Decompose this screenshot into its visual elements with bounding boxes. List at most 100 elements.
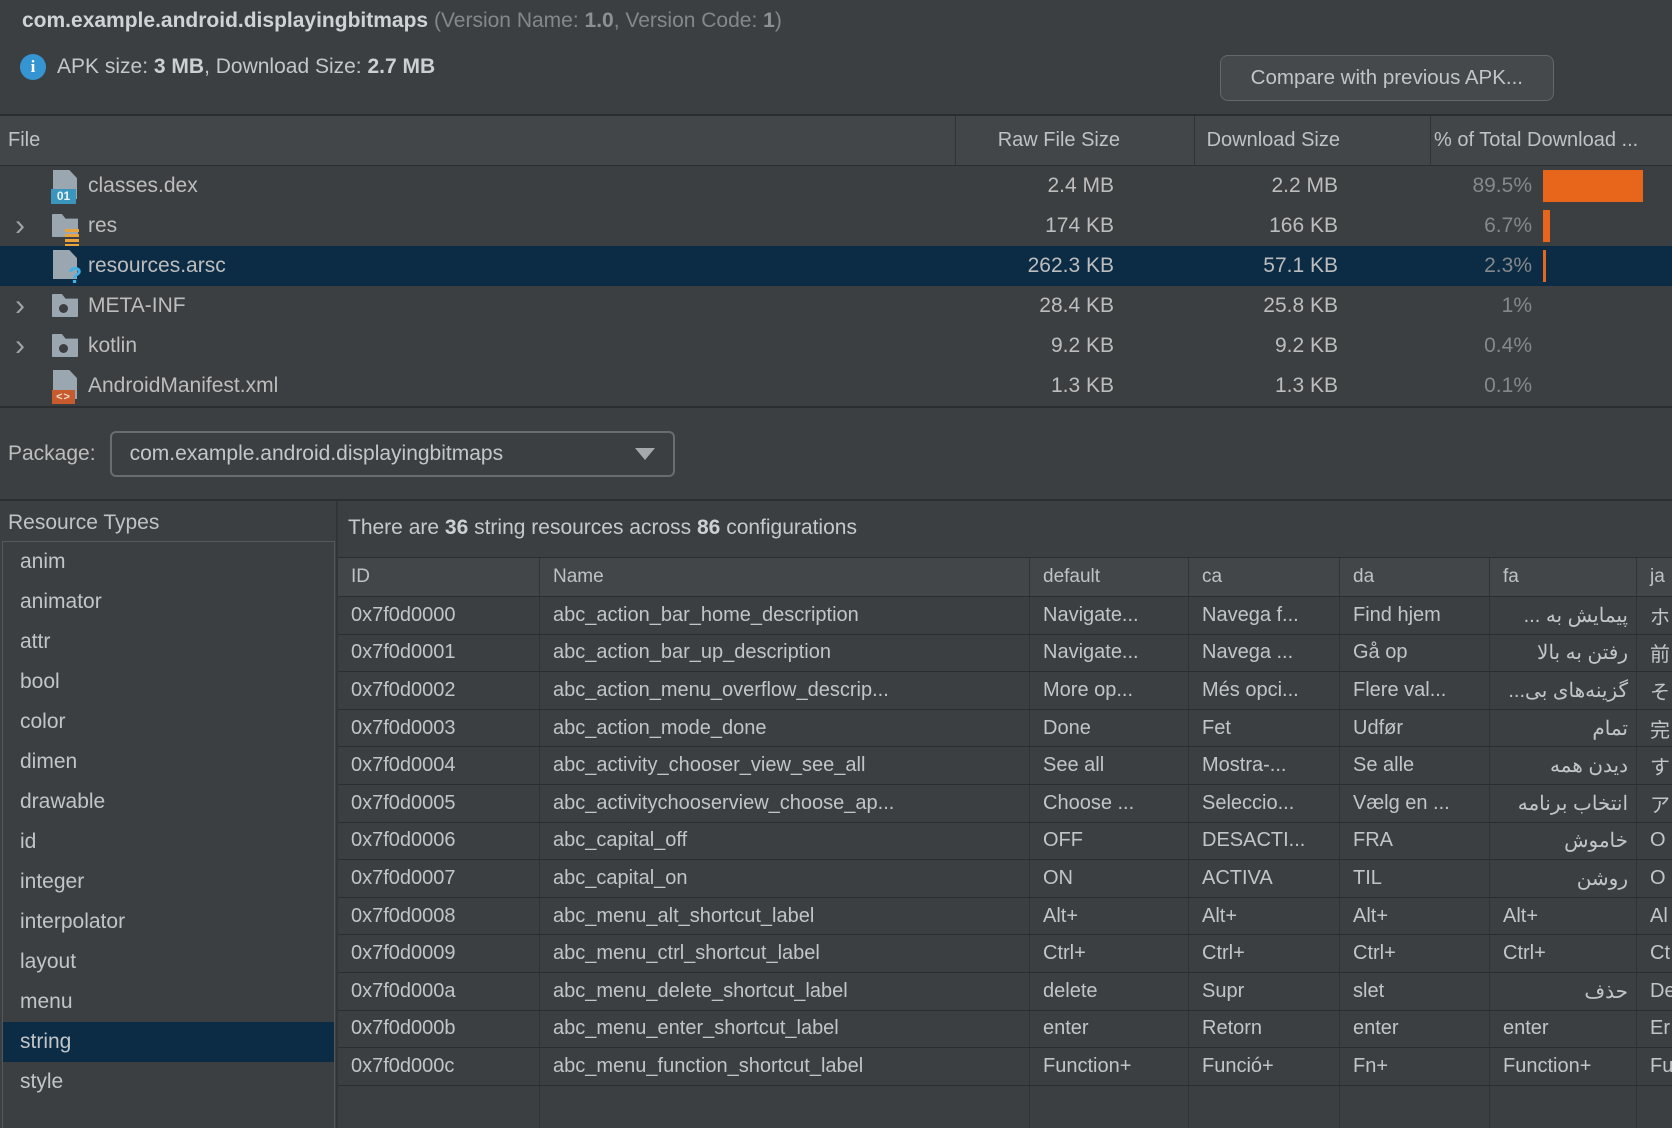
string-ca-cell: Navega f... [1189,597,1340,634]
string-table-row[interactable]: 0x7f0d0003 abc_action_mode_done Done Fet… [338,709,1672,748]
string-da-cell: Ctrl+ [1340,935,1490,972]
resource-type-item[interactable]: interpolator [3,902,334,942]
column-header-id[interactable]: ID [338,558,540,596]
string-default-cell: Alt+ [1030,897,1189,935]
column-header-name[interactable]: Name [540,558,1030,596]
string-fa-cell: حذف [1490,972,1637,1010]
resource-type-label: layout [20,950,77,973]
file-name: META-INF [88,294,186,317]
resource-type-label: integer [20,870,85,893]
download-size-cell: 166 KB [1269,214,1338,237]
resource-type-label: dimen [20,750,78,773]
column-header-file[interactable]: File [8,129,41,151]
string-table-row[interactable]: 0x7f0d000b abc_menu_enter_shortcut_label… [338,1010,1672,1049]
string-default-cell: Ctrl+ [1030,935,1189,972]
string-table-row[interactable]: 0x7f0d0002 abc_action_menu_overflow_desc… [338,672,1672,710]
string-table-row[interactable]: 0x7f0d0005 abc_activitychooserview_choos… [338,784,1672,823]
file-name: classes.dex [88,174,198,197]
string-default-cell: Navigate... [1030,634,1189,672]
resource-type-item[interactable]: menu [3,982,334,1022]
resource-type-item[interactable]: bool [3,662,334,702]
resource-type-item[interactable]: anim [3,542,334,582]
string-id-cell: 0x7f0d000b [338,1010,540,1048]
string-ja-cell: De [1650,979,1672,1002]
file-table-row[interactable]: resources.arsc 262.3 KB 57.1 KB 2.3% [0,246,1672,287]
resource-type-item[interactable]: style [3,1062,334,1102]
resource-type-item[interactable]: animator [3,582,334,622]
chevron-right-icon[interactable]: › [15,289,25,322]
string-table-empty-row [338,1085,1672,1128]
string-da-cell: Gå op [1340,634,1490,672]
string-default-cell: See all [1030,747,1189,784]
column-header-ca[interactable]: ca [1189,558,1340,596]
chevron-right-icon[interactable]: › [15,329,25,362]
resource-type-item[interactable]: color [3,702,334,742]
string-table-row[interactable]: 0x7f0d0000 abc_action_bar_home_descripti… [338,597,1672,635]
string-table-row[interactable]: 0x7f0d0006 abc_capital_off OFF DESACTI..… [338,822,1672,861]
resource-type-item[interactable]: dimen [3,742,334,782]
string-name-cell: abc_action_mode_done [540,709,1030,747]
file-type-icon [50,249,82,287]
column-header-percent-of-total-download[interactable]: % of Total Download ... [1430,116,1672,165]
string-default-cell: ON [1030,860,1189,897]
resource-type-label: interpolator [20,910,126,933]
string-id-cell: 0x7f0d0008 [338,897,540,935]
string-table-row[interactable]: 0x7f0d0007 abc_capital_on ON ACTIVA TIL … [338,860,1672,898]
file-table-row[interactable]: › kotlin 9.2 KB 9.2 KB 0.4% [0,326,1672,366]
string-fa-cell: دیدن همه [1490,747,1637,784]
string-table-row[interactable]: 0x7f0d0009 abc_menu_ctrl_shortcut_label … [338,935,1672,973]
string-ja-cell: Fu [1650,1054,1672,1077]
file-cell: resources.arsc [0,246,955,287]
package-bar: Package: com.example.android.displayingb… [0,408,1672,501]
file-type-icon [50,289,80,323]
column-header-raw-file-size[interactable]: Raw File Size [955,116,1194,165]
column-header-fa[interactable]: fa [1490,558,1637,596]
file-table-header: File Raw File Size Download Size % of To… [0,116,1672,166]
string-ja-cell: Ct [1650,942,1670,965]
compare-with-previous-apk-button[interactable]: Compare with previous APK... [1219,55,1554,101]
column-header-ja[interactable]: ja [1650,566,1665,587]
percent-bar-cell [1540,206,1672,246]
file-name: resources.arsc [88,254,226,277]
column-header-default[interactable]: default [1030,558,1189,596]
package-dropdown[interactable]: com.example.android.displayingbitmaps [109,430,675,477]
string-default-cell: Choose ... [1030,784,1189,822]
resource-type-item[interactable]: attr [3,622,334,662]
file-name: res [88,214,118,237]
file-table-row[interactable]: AndroidManifest.xml 1.3 KB 1.3 KB 0.1% [0,366,1672,406]
column-header-download-size[interactable]: Download Size [1194,116,1430,165]
resource-type-item[interactable]: drawable [3,782,334,822]
file-table-row[interactable]: › META-INF 28.4 KB 25.8 KB 1% [0,286,1672,326]
file-table-row[interactable]: classes.dex 2.4 MB 2.2 MB 89.5% [0,166,1672,206]
string-ca-cell: Alt+ [1189,897,1340,935]
column-header-da[interactable]: da [1340,558,1490,596]
chevron-right-icon[interactable]: › [15,209,25,242]
string-table-row[interactable]: 0x7f0d0008 abc_menu_alt_shortcut_label A… [338,897,1672,936]
string-name-cell: abc_activity_chooser_view_see_all [540,747,1030,784]
string-table-row[interactable]: 0x7f0d000c abc_menu_function_shortcut_la… [338,1048,1672,1086]
string-default-cell: More op... [1030,672,1189,709]
resource-type-item[interactable]: string [3,1022,334,1062]
string-table-row[interactable]: 0x7f0d000a abc_menu_delete_shortcut_labe… [338,972,1672,1011]
file-table-row[interactable]: › res 174 KB 166 KB 6.7% [0,206,1672,246]
string-fa-cell: رفتن به بالا [1490,634,1637,672]
string-da-cell: enter [1340,1010,1490,1048]
string-ja-cell: O [1650,866,1666,889]
string-count: 36 [444,516,469,539]
percent-bar-cell [1540,166,1672,206]
config-count: 86 [697,516,721,539]
string-id-cell: 0x7f0d0006 [338,822,540,860]
string-default-cell: enter [1030,1010,1189,1048]
resource-type-item[interactable]: layout [3,942,334,982]
resource-type-item[interactable]: id [3,822,334,862]
version-code: 1 [763,9,775,32]
string-table-header: ID Name default ca da fa ja [338,558,1672,597]
string-table-row[interactable]: 0x7f0d0001 abc_action_bar_up_description… [338,634,1672,673]
raw-file-size-cell: 174 KB [1045,214,1114,237]
string-ca-cell: Funció+ [1189,1048,1340,1085]
string-table-row[interactable]: 0x7f0d0004 abc_activity_chooser_view_see… [338,747,1672,785]
resource-type-item[interactable]: integer [3,862,334,902]
string-fa-cell: Ctrl+ [1490,935,1637,972]
percent-cell: 2.3% [1484,254,1532,277]
